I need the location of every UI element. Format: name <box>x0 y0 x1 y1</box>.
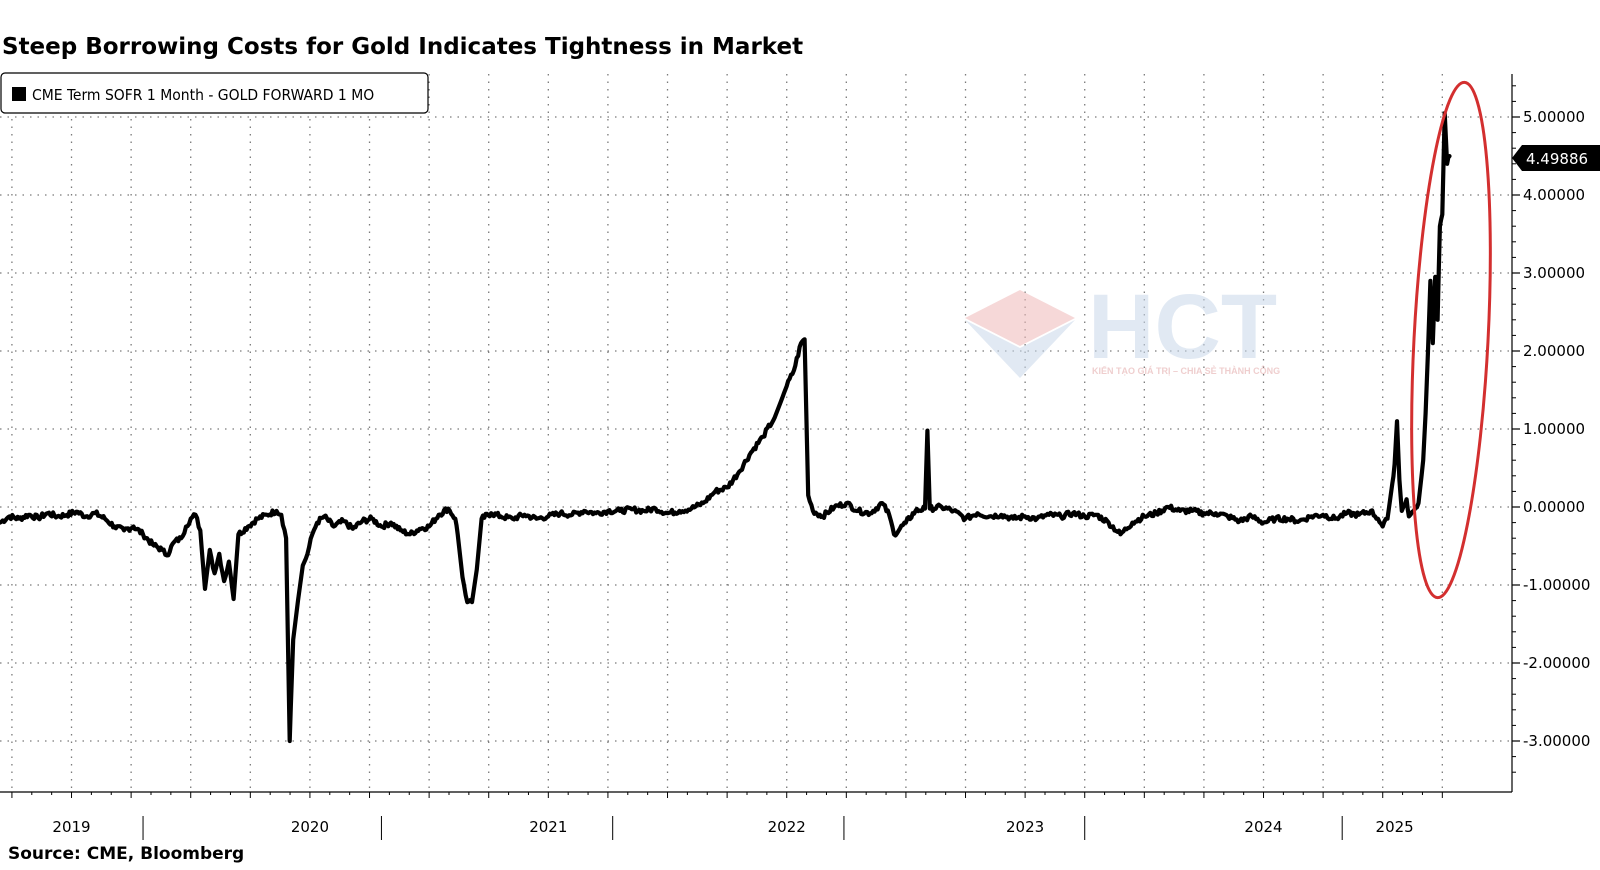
annotation-ellipse <box>1410 80 1492 600</box>
legend-swatch <box>12 87 26 101</box>
chart-title: Steep Borrowing Costs for Gold Indicates… <box>2 34 804 60</box>
y-tick-label: 4.00000 <box>1523 186 1585 204</box>
y-tick-label: 2.00000 <box>1523 342 1585 360</box>
y-tick-label: 5.00000 <box>1523 108 1585 126</box>
watermark-logo: HCT KIẾN TẠO GIÁ TRỊ – CHIA SẺ THÀNH CÔN… <box>965 276 1280 378</box>
x-tick-label: 2022 <box>768 818 806 836</box>
legend: CME Term SOFR 1 Month - GOLD FORWARD 1 M… <box>0 72 429 114</box>
watermark-diamond-lower-icon <box>965 320 1075 378</box>
y-tick-label: 3.00000 <box>1523 264 1585 282</box>
y-tick-label: -1.00000 <box>1523 576 1590 594</box>
y-axis-ticks: 5.00000 4.00000 3.00000 2.00000 1.00000 0.000… <box>1512 85 1590 773</box>
x-axis-ticks: 2019 2020 2021 2022 2023 2024 2025 <box>11 792 1443 840</box>
last-value-label: 4.49886 <box>1526 150 1588 168</box>
y-tick-label: -3.00000 <box>1523 732 1590 750</box>
chart-source: Source: CME, Bloomberg <box>8 844 245 864</box>
y-tick-label: 0.00000 <box>1523 498 1585 516</box>
watermark-tagline: KIẾN TẠO GIÁ TRỊ – CHIA SẺ THÀNH CÔNG <box>1092 365 1280 376</box>
series-line <box>0 111 1452 744</box>
x-tick-label: 2025 <box>1376 818 1414 836</box>
legend-box <box>0 72 429 114</box>
last-value-tag-shape <box>1512 145 1600 171</box>
grid-lines <box>0 74 1512 792</box>
y-tick-label: -2.00000 <box>1523 654 1590 672</box>
legend-entry-label: CME Term SOFR 1 Month - GOLD FORWARD 1 M… <box>32 86 374 104</box>
x-tick-label: 2019 <box>52 818 90 836</box>
x-tick-label: 2023 <box>1006 818 1044 836</box>
y-tick-label: 1.00000 <box>1523 420 1585 438</box>
x-tick-label: 2021 <box>529 818 567 836</box>
watermark-diamond-icon <box>965 290 1075 346</box>
watermark-logo-text: HCT <box>1088 276 1277 378</box>
axes <box>0 74 1513 793</box>
last-value-tag: 4.49886 <box>1512 145 1600 171</box>
x-tick-label: 2024 <box>1244 818 1282 836</box>
x-tick-label: 2020 <box>291 818 329 836</box>
